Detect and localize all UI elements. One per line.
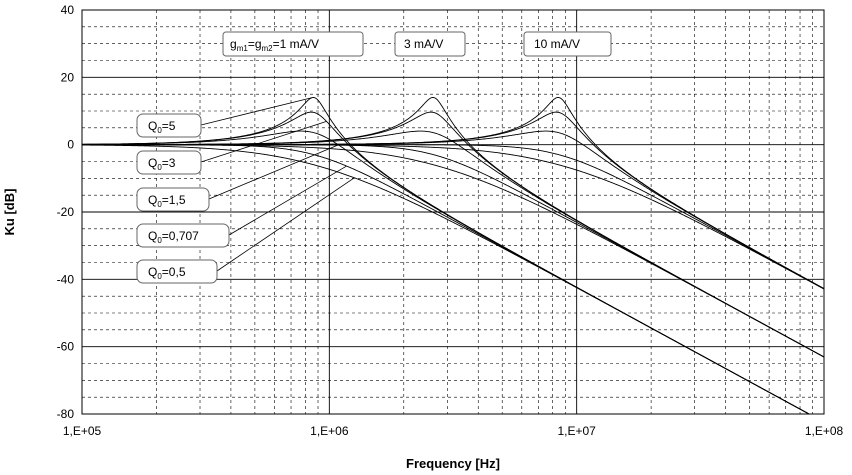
callout-leaders bbox=[200, 97, 355, 272]
q-callout-1-5: Q0=1,5 bbox=[136, 187, 210, 212]
q-callout-5-q: Q bbox=[148, 119, 157, 133]
gm-callout-1: gm1=gm2=1 mA/V bbox=[222, 31, 364, 57]
response-curve bbox=[82, 144, 810, 414]
q-callout-3-text: Q0=3 bbox=[148, 156, 176, 172]
callout-leader-line bbox=[200, 121, 327, 163]
q-callout-5-box bbox=[136, 113, 202, 138]
q-callouts: Q0=5 Q0=3 Q0=1,5 Q0=0,707 Q0=0,5 bbox=[136, 113, 230, 284]
callout-leader-line bbox=[208, 144, 339, 200]
q-callout-1-5-box bbox=[136, 187, 210, 212]
response-curve bbox=[82, 144, 824, 358]
gm-callout-3: 10 mA/V bbox=[523, 31, 612, 57]
q-callout-3: Q0=3 bbox=[136, 150, 202, 175]
x-tick-label: 1,E+05 bbox=[63, 424, 102, 438]
q-callout-5-sub: 0 bbox=[157, 126, 162, 135]
q-callout-1-5-val: =1,5 bbox=[162, 193, 186, 207]
q-callout-0-707-q: Q bbox=[148, 229, 157, 243]
q-callout-3-q: Q bbox=[148, 156, 157, 170]
q-callout-1-5-text: Q0=1,5 bbox=[148, 193, 186, 209]
x-axis-ticks: 1,E+05 1,E+06 1,E+07 1,E+08 bbox=[63, 424, 844, 438]
gm-callout-1-sub2: m2 bbox=[262, 44, 274, 53]
q-callout-1-5-sub: 0 bbox=[157, 200, 162, 209]
q-callout-0-5-q: Q bbox=[148, 265, 157, 279]
q-callout-0-5-text: Q0=0,5 bbox=[148, 265, 186, 281]
gm-callout-3-box bbox=[523, 31, 612, 57]
response-curve bbox=[82, 144, 824, 290]
y-tick-label: -20 bbox=[57, 205, 75, 219]
gm-callout-2: 3 mA/V bbox=[394, 31, 466, 57]
q-callout-0-5-box bbox=[136, 259, 218, 284]
x-tick-label: 1,E+08 bbox=[805, 424, 844, 438]
q-callout-0-707: Q0=0,707 bbox=[136, 223, 230, 248]
gm-callout-1-sub1: m1 bbox=[237, 44, 249, 53]
y-tick-label: 0 bbox=[67, 138, 74, 152]
response-curve bbox=[82, 144, 824, 358]
y-tick-label: 40 bbox=[61, 3, 75, 17]
gm-callout-1-box bbox=[222, 31, 364, 57]
y-tick-label: 20 bbox=[61, 70, 75, 84]
q-callout-0-5-sub: 0 bbox=[157, 272, 162, 281]
callout-leader-line bbox=[200, 97, 313, 126]
q-callout-0-707-box bbox=[136, 223, 230, 248]
x-axis-title: Frequency [Hz] bbox=[406, 456, 500, 471]
q-callout-0-5-val: =0,5 bbox=[162, 265, 186, 279]
q-callout-0-707-val: =0,707 bbox=[162, 229, 199, 243]
q-callout-0-5: Q0=0,5 bbox=[136, 259, 218, 284]
y-axis-title: Ku [dB] bbox=[2, 189, 17, 236]
q-callout-3-val: =3 bbox=[162, 156, 176, 170]
gm-callout-1-mid: =g bbox=[248, 37, 262, 51]
major-grid bbox=[81, 9, 825, 415]
gm-callout-1-suffix: =1 mA/V bbox=[273, 37, 319, 51]
y-tick-label: -60 bbox=[57, 340, 75, 354]
gm-callout-1-g1: g bbox=[230, 37, 237, 51]
gm-callout-3-text: 10 mA/V bbox=[534, 37, 580, 51]
q-callout-0-707-text: Q0=0,707 bbox=[148, 229, 199, 245]
plot-area-frame bbox=[81, 9, 825, 415]
q-callout-3-box bbox=[136, 150, 202, 175]
q-callout-5-val: =5 bbox=[162, 119, 176, 133]
callout-leader-line bbox=[216, 177, 355, 272]
y-tick-label: -40 bbox=[57, 272, 75, 286]
q-callout-5: Q0=5 bbox=[136, 113, 202, 138]
y-axis-ticks: 40 20 0 -20 -40 -60 -80 bbox=[57, 3, 75, 421]
callout-leader-line bbox=[228, 165, 347, 236]
gm-callout-1-text: gm1=gm2=1 mA/V bbox=[230, 37, 319, 53]
q-callout-5-text: Q0=5 bbox=[148, 119, 176, 135]
q-callout-0-707-sub: 0 bbox=[157, 236, 162, 245]
q-callout-3-sub: 0 bbox=[157, 163, 162, 172]
curves bbox=[82, 97, 824, 414]
gm-callout-2-text: 3 mA/V bbox=[404, 37, 443, 51]
x-tick-label: 1,E+06 bbox=[310, 424, 349, 438]
gm-callout-2-box bbox=[394, 31, 466, 57]
y-tick-label: -80 bbox=[57, 407, 75, 421]
x-tick-label: 1,E+07 bbox=[557, 424, 596, 438]
q-callout-1-5-q: Q bbox=[148, 193, 157, 207]
